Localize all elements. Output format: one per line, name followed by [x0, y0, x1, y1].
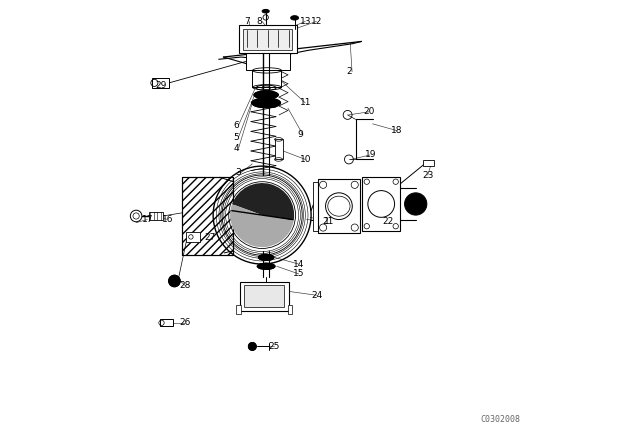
- Text: 29: 29: [156, 81, 166, 90]
- Text: 17: 17: [142, 215, 154, 224]
- Ellipse shape: [259, 254, 274, 260]
- Text: 21: 21: [322, 217, 333, 226]
- Wedge shape: [230, 204, 294, 247]
- Circle shape: [248, 342, 257, 350]
- Text: 14: 14: [293, 259, 305, 268]
- Circle shape: [404, 193, 427, 215]
- Text: 11: 11: [300, 99, 312, 108]
- Text: 9: 9: [298, 130, 303, 139]
- Text: 25: 25: [269, 342, 280, 351]
- Ellipse shape: [252, 98, 280, 108]
- Bar: [314, 182, 322, 231]
- Text: 23: 23: [422, 171, 434, 180]
- Bar: [252, 70, 281, 87]
- Text: 19: 19: [365, 151, 376, 159]
- Bar: [152, 78, 169, 88]
- Text: 3: 3: [236, 168, 241, 177]
- Text: 1: 1: [324, 217, 330, 226]
- Wedge shape: [232, 183, 294, 221]
- Bar: [246, 52, 290, 70]
- Text: 7: 7: [244, 17, 250, 26]
- Text: 28: 28: [180, 281, 191, 290]
- Bar: [243, 30, 292, 50]
- Text: 24: 24: [311, 291, 323, 300]
- Bar: [275, 139, 283, 159]
- Bar: [244, 285, 284, 307]
- Text: 26: 26: [180, 319, 191, 327]
- Bar: [423, 160, 435, 166]
- Text: 16: 16: [162, 215, 173, 224]
- Text: 22: 22: [382, 217, 394, 226]
- Circle shape: [168, 275, 180, 287]
- Text: 15: 15: [293, 269, 305, 278]
- Ellipse shape: [291, 16, 299, 20]
- Text: 8: 8: [257, 17, 262, 26]
- Text: C0302008: C0302008: [481, 415, 520, 424]
- Text: 10: 10: [300, 155, 312, 164]
- Bar: [288, 306, 292, 314]
- Text: 12: 12: [311, 17, 323, 26]
- Text: 5: 5: [233, 133, 239, 142]
- Ellipse shape: [254, 91, 278, 99]
- Bar: [362, 177, 400, 231]
- Bar: [240, 282, 289, 311]
- Bar: [236, 306, 241, 314]
- Bar: [182, 177, 233, 255]
- Text: 4: 4: [233, 144, 239, 153]
- Text: 20: 20: [364, 108, 375, 116]
- Ellipse shape: [262, 9, 269, 13]
- Bar: [239, 25, 297, 52]
- Bar: [150, 212, 163, 220]
- Bar: [182, 177, 233, 255]
- Text: 18: 18: [391, 126, 403, 135]
- Text: 6: 6: [233, 121, 239, 129]
- Bar: [318, 180, 360, 233]
- Ellipse shape: [257, 263, 275, 269]
- Bar: [160, 319, 173, 327]
- Bar: [186, 232, 200, 242]
- Text: 27: 27: [204, 233, 216, 242]
- Text: 13: 13: [300, 17, 312, 26]
- Text: 2: 2: [347, 67, 353, 76]
